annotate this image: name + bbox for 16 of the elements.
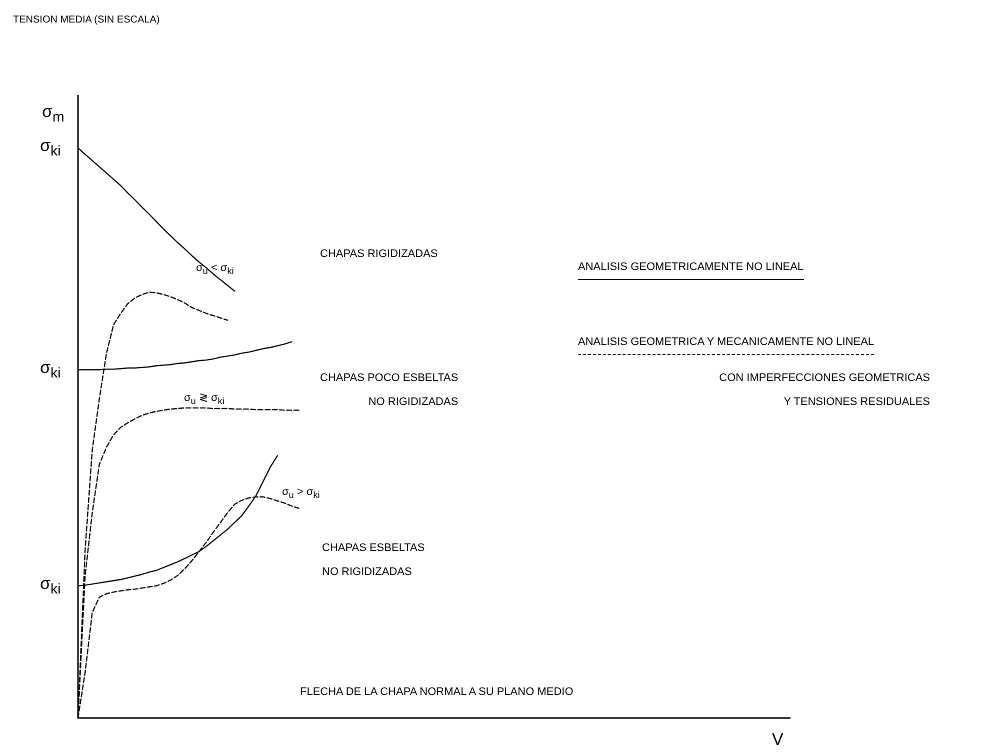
- annotation: σ$_{u}$ > σ$_{ki}$: [282, 485, 320, 502]
- annotation: σ$_{u}$ ≷ σ$_{ki}$: [184, 391, 224, 408]
- x-axis-title: V: [772, 729, 784, 751]
- text: σ$_{ki}$: [40, 357, 61, 384]
- text: σ$_{ki}$: [40, 135, 61, 162]
- text: σ$_{ki}$: [40, 573, 61, 600]
- annotation: CHAPAS POCO ESBELTAS NO RIGIDIZADAS: [320, 371, 458, 410]
- annotation: CHAPAS ESBELTAS NO RIGIDIZADAS: [322, 541, 425, 580]
- annotation: CHAPAS RIGIDIZADAS: [320, 247, 438, 262]
- annotation: ANALISIS GEOMETRICA Y MECANICAMENTE NO LINEAL: [578, 330, 874, 355]
- annotation: ANALISIS GEOMETRICAMENTE NO LINEAL: [578, 255, 804, 280]
- chart-title: TENSION MEDIA (SIN ESCALA): [13, 14, 160, 26]
- annotation: FLECHA DE LA CHAPA NORMAL A SU PLANO MEDIO: [300, 685, 574, 700]
- annotation: σ$_{u}$ < σ$_{ki}$: [196, 261, 234, 278]
- y-axis-title: σ$_{m}$: [42, 101, 64, 128]
- annotation: CON IMPERFECCIONES GEOMETRICAS Y TENSIONES RESIDUALES: [719, 371, 930, 410]
